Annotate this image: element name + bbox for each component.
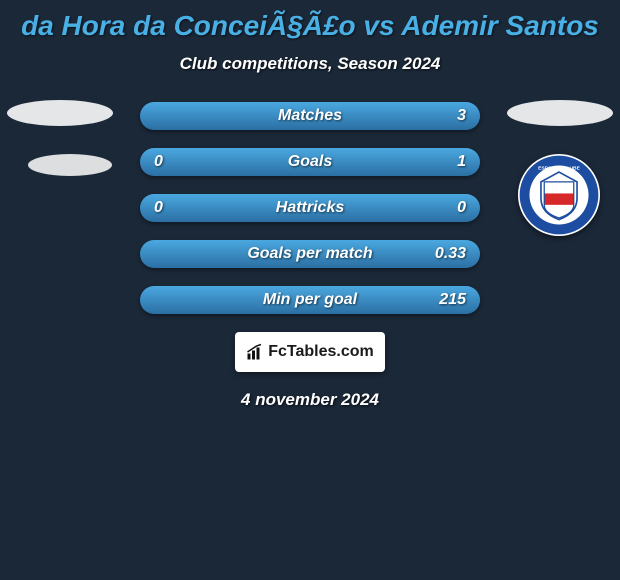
stat-bar: Matches 3: [140, 102, 480, 130]
svg-text:ESPORTE CLUBE: ESPORTE CLUBE: [538, 166, 580, 172]
stat-right-value: 0.33: [435, 245, 466, 263]
stat-bar: Goals per match 0.33: [140, 240, 480, 268]
club-badge-icon: ESPORTE CLUBE: [518, 154, 600, 236]
stat-right-value: 1: [457, 153, 466, 171]
player-right-placeholder-top: [507, 100, 613, 126]
source-logo: FcTables.com: [235, 332, 385, 372]
stat-label: Hattricks: [276, 199, 344, 217]
player-left-placeholder-top: [7, 100, 113, 126]
source-logo-text: FcTables.com: [268, 343, 374, 361]
stat-bars: Matches 3 0 Goals 1 0 Hattricks 0 Goals per matc…: [140, 102, 480, 314]
stat-label: Goals: [288, 153, 332, 171]
stat-bar: Min per goal 215: [140, 286, 480, 314]
content-area: ESPORTE CLUBE Matches30Goals10Hattricks0…: [0, 102, 620, 410]
page-title: da Hora da ConceiÃ§Ã£o vs Ademir Santos: [0, 0, 620, 42]
stat-label: Min per goal: [263, 291, 357, 309]
club-badge-right: ESPORTE CLUBE: [518, 154, 600, 236]
date-text: 4 november 2024: [0, 390, 620, 410]
stat-left-value: 0: [154, 153, 163, 171]
stat-right-value: 3: [457, 107, 466, 125]
stat-right-value: 0: [457, 199, 466, 217]
stat-left-value: 0: [154, 199, 163, 217]
subtitle: Club competitions, Season 2024: [0, 54, 620, 74]
bar-chart-icon: [246, 343, 264, 361]
stat-right-value: 215: [439, 291, 466, 309]
stat-bar: 0 Hattricks 0: [140, 194, 480, 222]
stat-label: Matches: [278, 107, 342, 125]
stat-bar: 0 Goals 1: [140, 148, 480, 176]
stat-label: Goals per match: [247, 245, 372, 263]
player-left-placeholder-mid: [28, 154, 112, 176]
